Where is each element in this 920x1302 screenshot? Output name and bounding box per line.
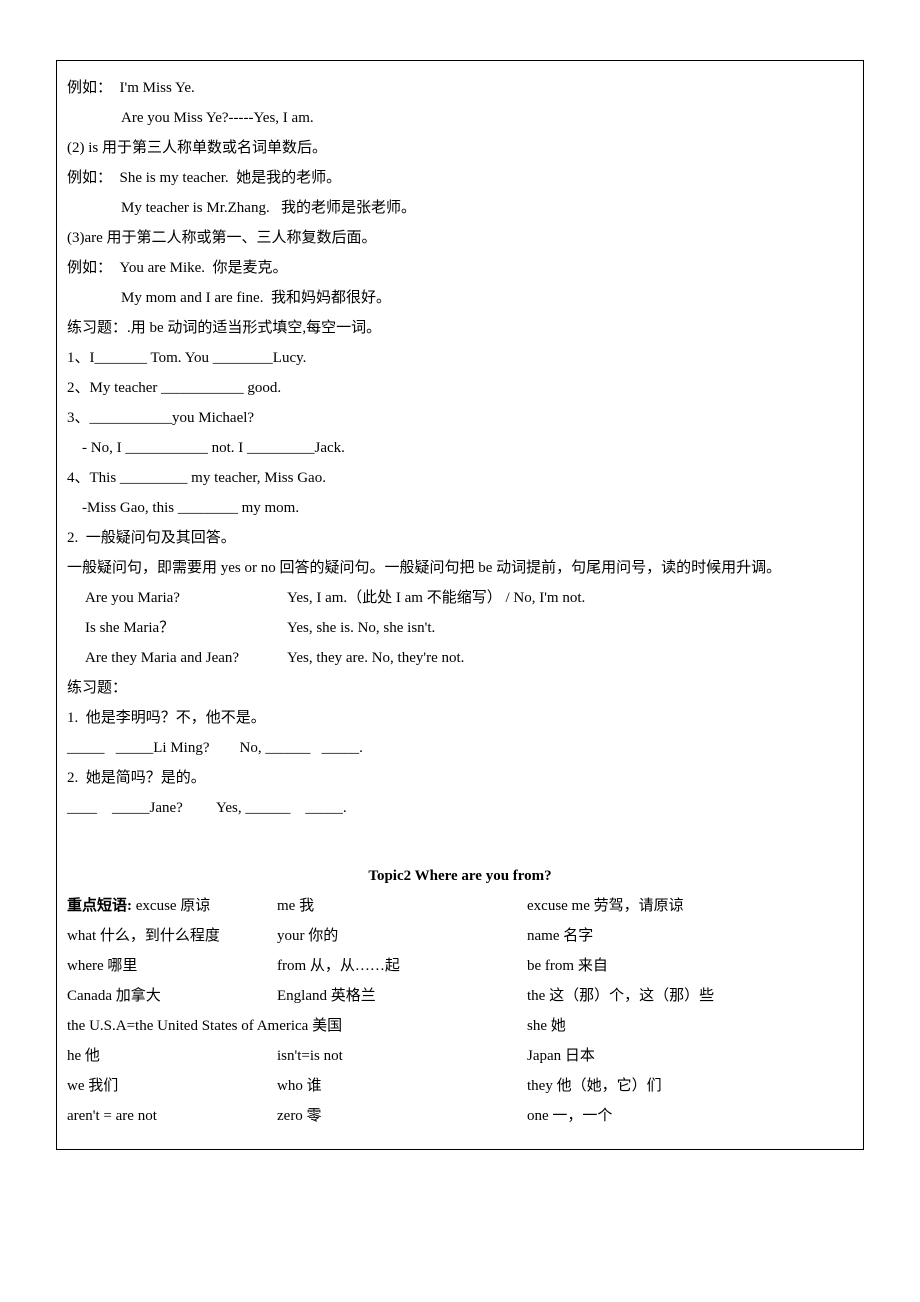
vocab-row: 重点短语: excuse 原谅 me 我 excuse me 劳驾，请原谅 [67, 891, 853, 921]
vocab-cell: they 他（她，它）们 [527, 1071, 853, 1101]
practice-item: 2、My teacher ___________ good. [67, 373, 853, 403]
vocab-row: the U.S.A=the United States of America 美… [67, 1011, 853, 1041]
vocab-cell: what 什么，到什么程度 [67, 921, 277, 951]
explanation: 一般疑问句，即需要用 yes or no 回答的疑问句。一般疑问句把 be 动词… [67, 553, 853, 583]
vocab-cell: zero 零 [277, 1101, 527, 1131]
example-line: My mom and I are fine. 我和妈妈都很好。 [67, 283, 853, 313]
vocab-cell: isn't=is not [277, 1041, 527, 1071]
vocab-cell: Canada 加拿大 [67, 981, 277, 1011]
practice-item: - No, I ___________ not. I _________Jack… [67, 433, 853, 463]
practice-item: 1、I_______ Tom. You ________Lucy. [67, 343, 853, 373]
question: Is she Maria？ [67, 613, 287, 643]
section-title: 2. 一般疑问句及其回答。 [67, 523, 853, 553]
example-line: Are you Miss Ye?-----Yes, I am. [67, 103, 853, 133]
vocab-cell: he 他 [67, 1041, 277, 1071]
vocab-cell: the 这（那）个，这（那）些 [527, 981, 853, 1011]
vocab-cell: who 谁 [277, 1071, 527, 1101]
vocab-cell: Japan 日本 [527, 1041, 853, 1071]
practice-item: 3、___________you Michael? [67, 403, 853, 433]
practice-blank: _____ _____Li Ming? No, ______ _____. [67, 733, 853, 763]
vocab-cell: name 名字 [527, 921, 853, 951]
vocab-cell: me 我 [277, 891, 527, 921]
vocab-row: where 哪里 from 从，从……起 be from 来自 [67, 951, 853, 981]
vocab-row: he 他 isn't=is not Japan 日本 [67, 1041, 853, 1071]
vocab-cell: the U.S.A=the United States of America 美… [67, 1011, 527, 1041]
vocab-label: 重点短语: [67, 898, 136, 914]
vocab-cell: aren't = are not [67, 1101, 277, 1131]
vocab-cell: your 你的 [277, 921, 527, 951]
document-frame: 例如： I'm Miss Ye. Are you Miss Ye?-----Ye… [56, 60, 864, 1150]
practice-title: 练习题：.用 be 动词的适当形式填空,每空一词。 [67, 313, 853, 343]
question: Are you Maria? [67, 583, 287, 613]
practice-blank: ____ _____Jane? Yes, ______ _____. [67, 793, 853, 823]
vocab-row: Canada 加拿大 England 英格兰 the 这（那）个，这（那）些 [67, 981, 853, 1011]
practice-item: 2. 她是简吗？是的。 [67, 763, 853, 793]
answer: Yes, she is. No, she isn't. [287, 613, 853, 643]
vocab-cell: excuse me 劳驾，请原谅 [527, 891, 853, 921]
practice-item: 4、This _________ my teacher, Miss Gao. [67, 463, 853, 493]
vocab-row: what 什么，到什么程度 your 你的 name 名字 [67, 921, 853, 951]
example-line: My teacher is Mr.Zhang. 我的老师是张老师。 [67, 193, 853, 223]
answer: Yes, I am.（此处 I am 不能缩写） / No, I'm not. [287, 583, 853, 613]
vocab-row: we 我们 who 谁 they 他（她，它）们 [67, 1071, 853, 1101]
vocab-cell: where 哪里 [67, 951, 277, 981]
example-line: 例如： I'm Miss Ye. [67, 73, 853, 103]
vocab-row: aren't = are not zero 零 one 一，一个 [67, 1101, 853, 1131]
vocab-cell: England 英格兰 [277, 981, 527, 1011]
example-line: 例如： You are Mike. 你是麦克。 [67, 253, 853, 283]
question: Are they Maria and Jean? [67, 643, 287, 673]
qa-row: Are you Maria? Yes, I am.（此处 I am 不能缩写） … [67, 583, 853, 613]
vocab-cell: she 她 [527, 1011, 853, 1041]
qa-row: Is she Maria？ Yes, she is. No, she isn't… [67, 613, 853, 643]
vocab-cell: 重点短语: excuse 原谅 [67, 891, 277, 921]
vocab-term: excuse 原谅 [136, 898, 211, 914]
practice-title: 练习题： [67, 673, 853, 703]
vocab-cell: we 我们 [67, 1071, 277, 1101]
example-line: 例如： She is my teacher. 她是我的老师。 [67, 163, 853, 193]
vocab-cell: be from 来自 [527, 951, 853, 981]
topic-title: Topic2 Where are you from? [67, 853, 853, 891]
qa-row: Are they Maria and Jean? Yes, they are. … [67, 643, 853, 673]
practice-item: 1. 他是李明吗？不，他不是。 [67, 703, 853, 733]
rule-line: (2) is 用于第三人称单数或名词单数后。 [67, 133, 853, 163]
rule-line: (3)are 用于第二人称或第一、三人称复数后面。 [67, 223, 853, 253]
practice-item: -Miss Gao, this ________ my mom. [67, 493, 853, 523]
vocab-cell: one 一，一个 [527, 1101, 853, 1131]
answer: Yes, they are. No, they're not. [287, 643, 853, 673]
vocab-cell: from 从，从……起 [277, 951, 527, 981]
